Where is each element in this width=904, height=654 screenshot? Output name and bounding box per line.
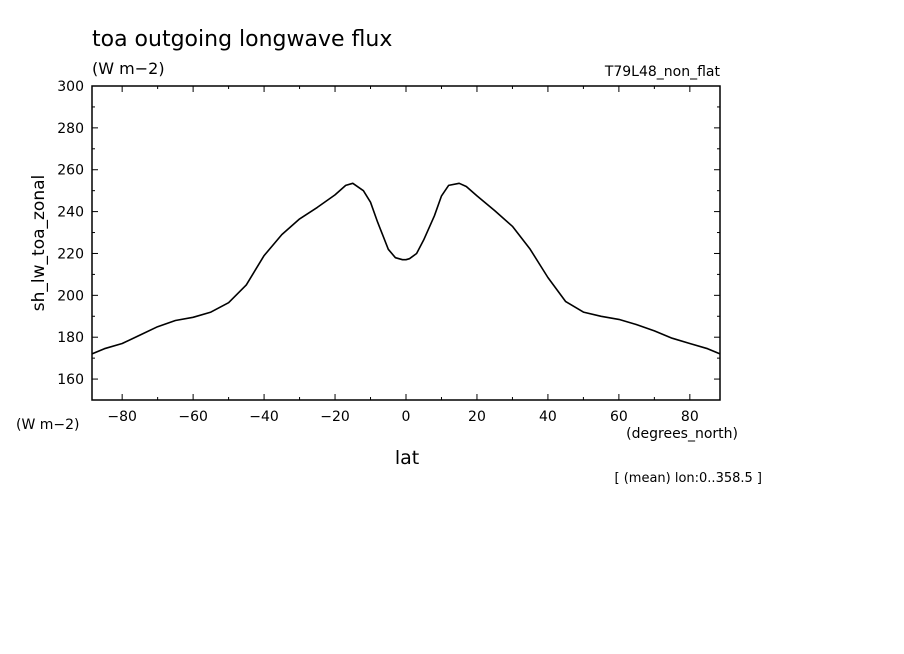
run-label: T79L48_non_flat [604,64,721,80]
y-tick-label: 300 [57,79,84,95]
series-line [91,182,721,355]
y-tick-label: 240 [57,205,84,221]
x-tick-label: 20 [468,409,486,425]
x-tick-label: 80 [681,409,699,425]
plot-frame [91,85,721,401]
y-axis-ticks: 160 180 200 220 240 260 280 300 [57,79,720,401]
chart-title: toa outgoing longwave flux [92,27,392,52]
x-tick-label: 0 [402,409,411,425]
y-tick-label: 220 [57,246,84,262]
y-tick-label: 280 [57,121,84,137]
x-tick-label: −20 [320,409,350,425]
x-axis-ticks: −80 −60 −40 −20 0 20 40 60 80 [107,86,699,425]
y-tick-label: 260 [57,163,84,179]
series-layer [91,182,721,355]
title-units: (W m−2) [92,59,165,78]
y-tick-label: 160 [57,372,84,388]
x-tick-label: −40 [249,409,279,425]
y-tick-label: 180 [57,330,84,346]
x-tick-label: 60 [610,409,628,425]
x-tick-label: −80 [107,409,137,425]
y-axis-label: sh_lw_toa_zonal [29,175,49,311]
x-tick-label: −60 [178,409,208,425]
footnote: [ (mean) lon:0..358.5 ] [615,471,763,486]
y-axis-units: (W m−2) [16,417,80,433]
y-tick-label: 200 [57,288,84,304]
x-axis-label: lat [395,447,419,469]
x-axis-units: (degrees_north) [626,426,738,442]
x-tick-label: 40 [539,409,557,425]
